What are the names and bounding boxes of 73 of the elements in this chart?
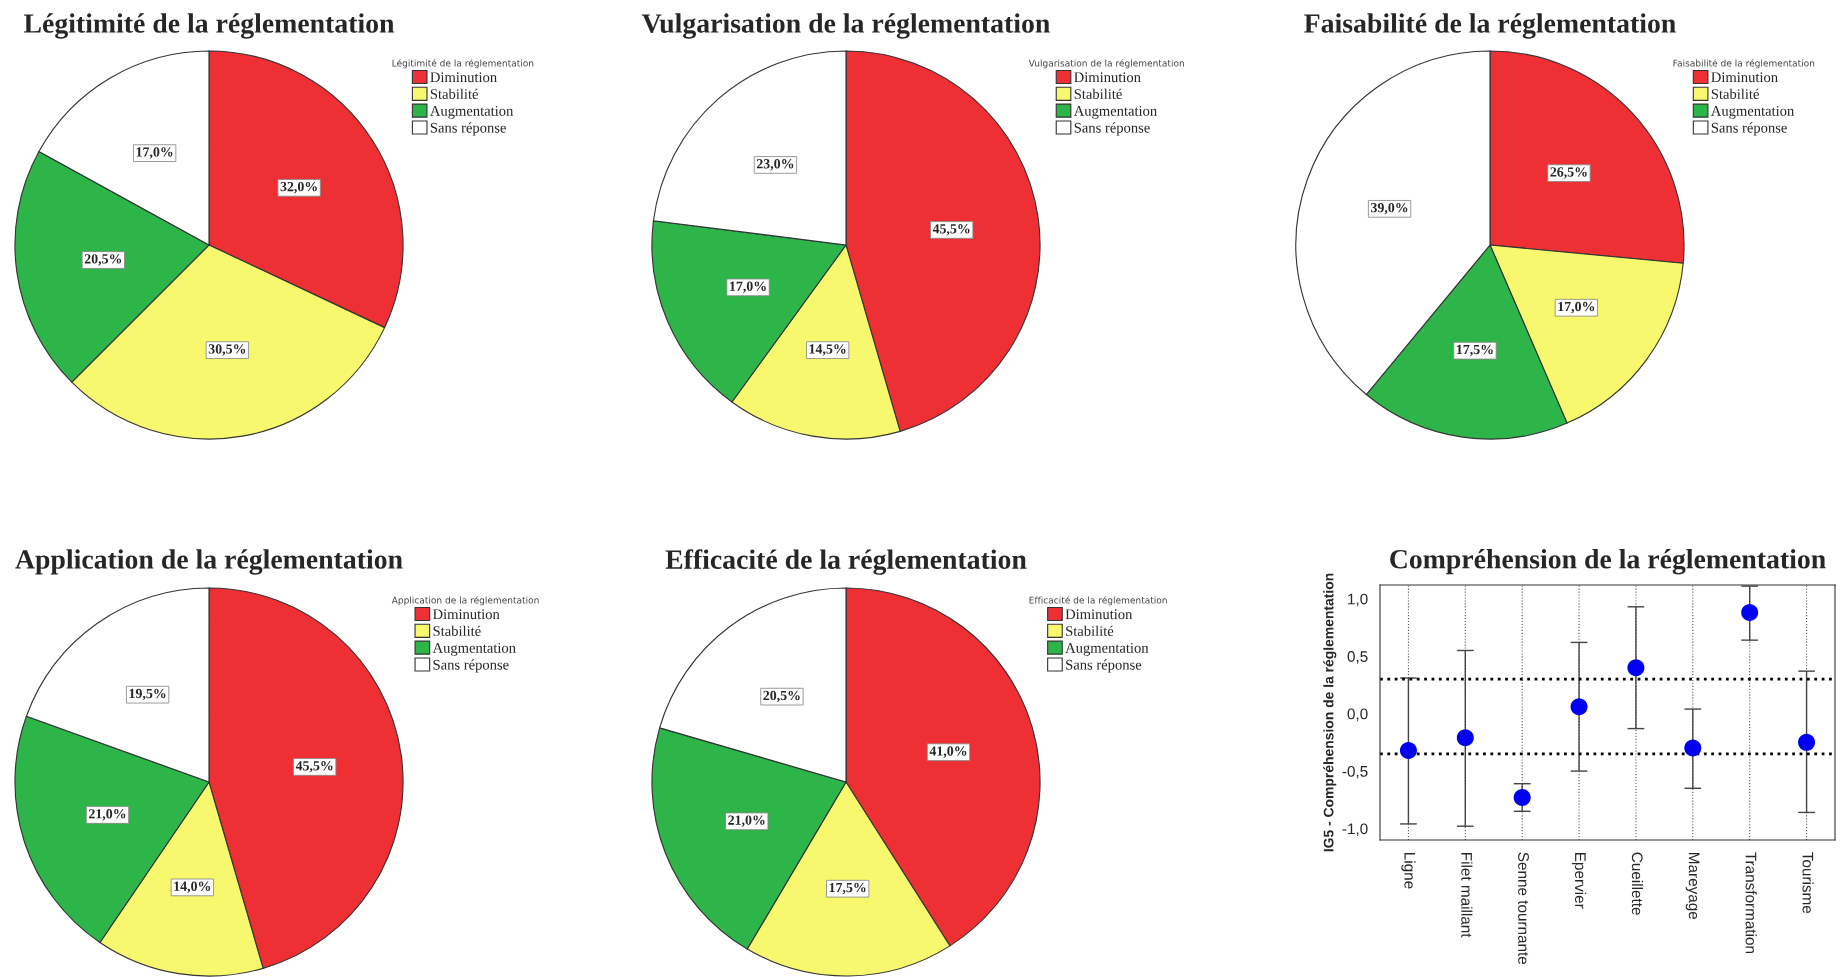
chart-title: Légitimité de la réglementation (23, 13, 395, 39)
data-label: 45,5% (932, 224, 970, 236)
point (1513, 788, 1531, 807)
data-label: 45,5% (295, 761, 333, 773)
data-label: 30,5% (208, 344, 246, 356)
legend-label: Augmentation (432, 642, 516, 656)
legend-label: Diminution (430, 72, 497, 83)
point (1798, 733, 1816, 751)
legend-label: Stabilité (1066, 625, 1114, 636)
data-label: 26,5% (1550, 167, 1587, 179)
data-label: 39,0% (1371, 202, 1408, 215)
y-tick-label: 0,5 (1347, 651, 1368, 664)
chart-title: Vulgarisation de la réglementation (641, 13, 1050, 39)
legend-title: Application de la réglementation (391, 596, 539, 606)
legend-title: Efficacité de la réglementation (1029, 596, 1167, 606)
x-tick-label: Epervier (1571, 853, 1587, 909)
data-label: 23,0% (756, 159, 794, 171)
data-label: 17,5% (1456, 344, 1493, 357)
data-label: 17,0% (1558, 301, 1595, 314)
point (1570, 698, 1588, 716)
chart-title: Efficacité de la réglementation (665, 549, 1027, 575)
legend-label: Augmentation (1710, 105, 1795, 119)
x-tick-label: Tourisme (1802, 852, 1814, 914)
legend-label: Diminution (432, 609, 500, 620)
point (1399, 741, 1417, 759)
legend-label: Stabilité (1074, 88, 1122, 99)
data-label: 14,0% (174, 881, 211, 893)
legend-label: Augmentation (1073, 105, 1157, 119)
legend-label: Augmentation (430, 105, 514, 119)
data-label: 21,0% (88, 809, 126, 821)
y-tick-label: 1,0 (1348, 593, 1368, 607)
data-label: 41,0% (929, 746, 967, 758)
data-label: 14,5% (809, 344, 846, 356)
legend-title: Légitimité de la réglementation (392, 59, 534, 69)
y-tick-label: 0,0 (1347, 708, 1368, 722)
legend-label: Augmentation (1065, 642, 1149, 656)
data-label: 20,5% (84, 254, 122, 266)
data-label: 19,5% (129, 688, 166, 701)
y-tick-label: -1,0 (1342, 823, 1368, 836)
data-label: 20,5% (763, 690, 800, 703)
legend-label: Stabilité (433, 625, 481, 636)
x-tick-label: Mareyage (1685, 853, 1700, 920)
legend-label: Sans réponse (1066, 659, 1142, 673)
chart-title: Faisabilité de la réglementation (1304, 13, 1676, 39)
y-tick-label: -0,5 (1342, 765, 1368, 779)
data-label: 17,0% (136, 147, 173, 159)
legend-label: Sans réponse (1074, 122, 1150, 136)
point (1456, 729, 1474, 747)
y-axis-title: IG5 - Compréhension de la réglementation (1323, 573, 1337, 852)
legend-label: Stabilité (1711, 88, 1759, 99)
legend-label: Stabilité (430, 88, 478, 99)
x-tick-label: Filet maillant (1461, 853, 1473, 938)
legend-label: Sans réponse (1711, 122, 1787, 136)
point (1627, 659, 1645, 677)
legend-label: Sans réponse (433, 659, 509, 673)
legend-label: Diminution (1074, 72, 1141, 83)
data-label: 21,0% (728, 815, 765, 827)
x-tick-label: Ligne (1401, 853, 1416, 889)
x-tick-label: Senne tournante (1518, 852, 1529, 965)
x-tick-label: Cueillette (1631, 852, 1644, 915)
legend-label: Diminution (1065, 609, 1133, 620)
legend-label: Sans réponse (430, 122, 506, 136)
chart-title: Application de la réglementation (15, 549, 403, 575)
data-label: 17,5% (829, 882, 866, 895)
point (1684, 739, 1702, 757)
chart-title: Compréhension de la réglementation (1390, 549, 1826, 575)
legend-label: Diminution (1711, 72, 1778, 83)
legend-title: Vulgarisation de la réglementation (1028, 59, 1184, 69)
legend-title: Faisabilité de la réglementation (1673, 59, 1815, 69)
data-label: 17,0% (730, 281, 766, 293)
data-label: 32,0% (280, 181, 317, 194)
x-tick-label: Transformation (1745, 852, 1757, 953)
point (1741, 604, 1759, 622)
